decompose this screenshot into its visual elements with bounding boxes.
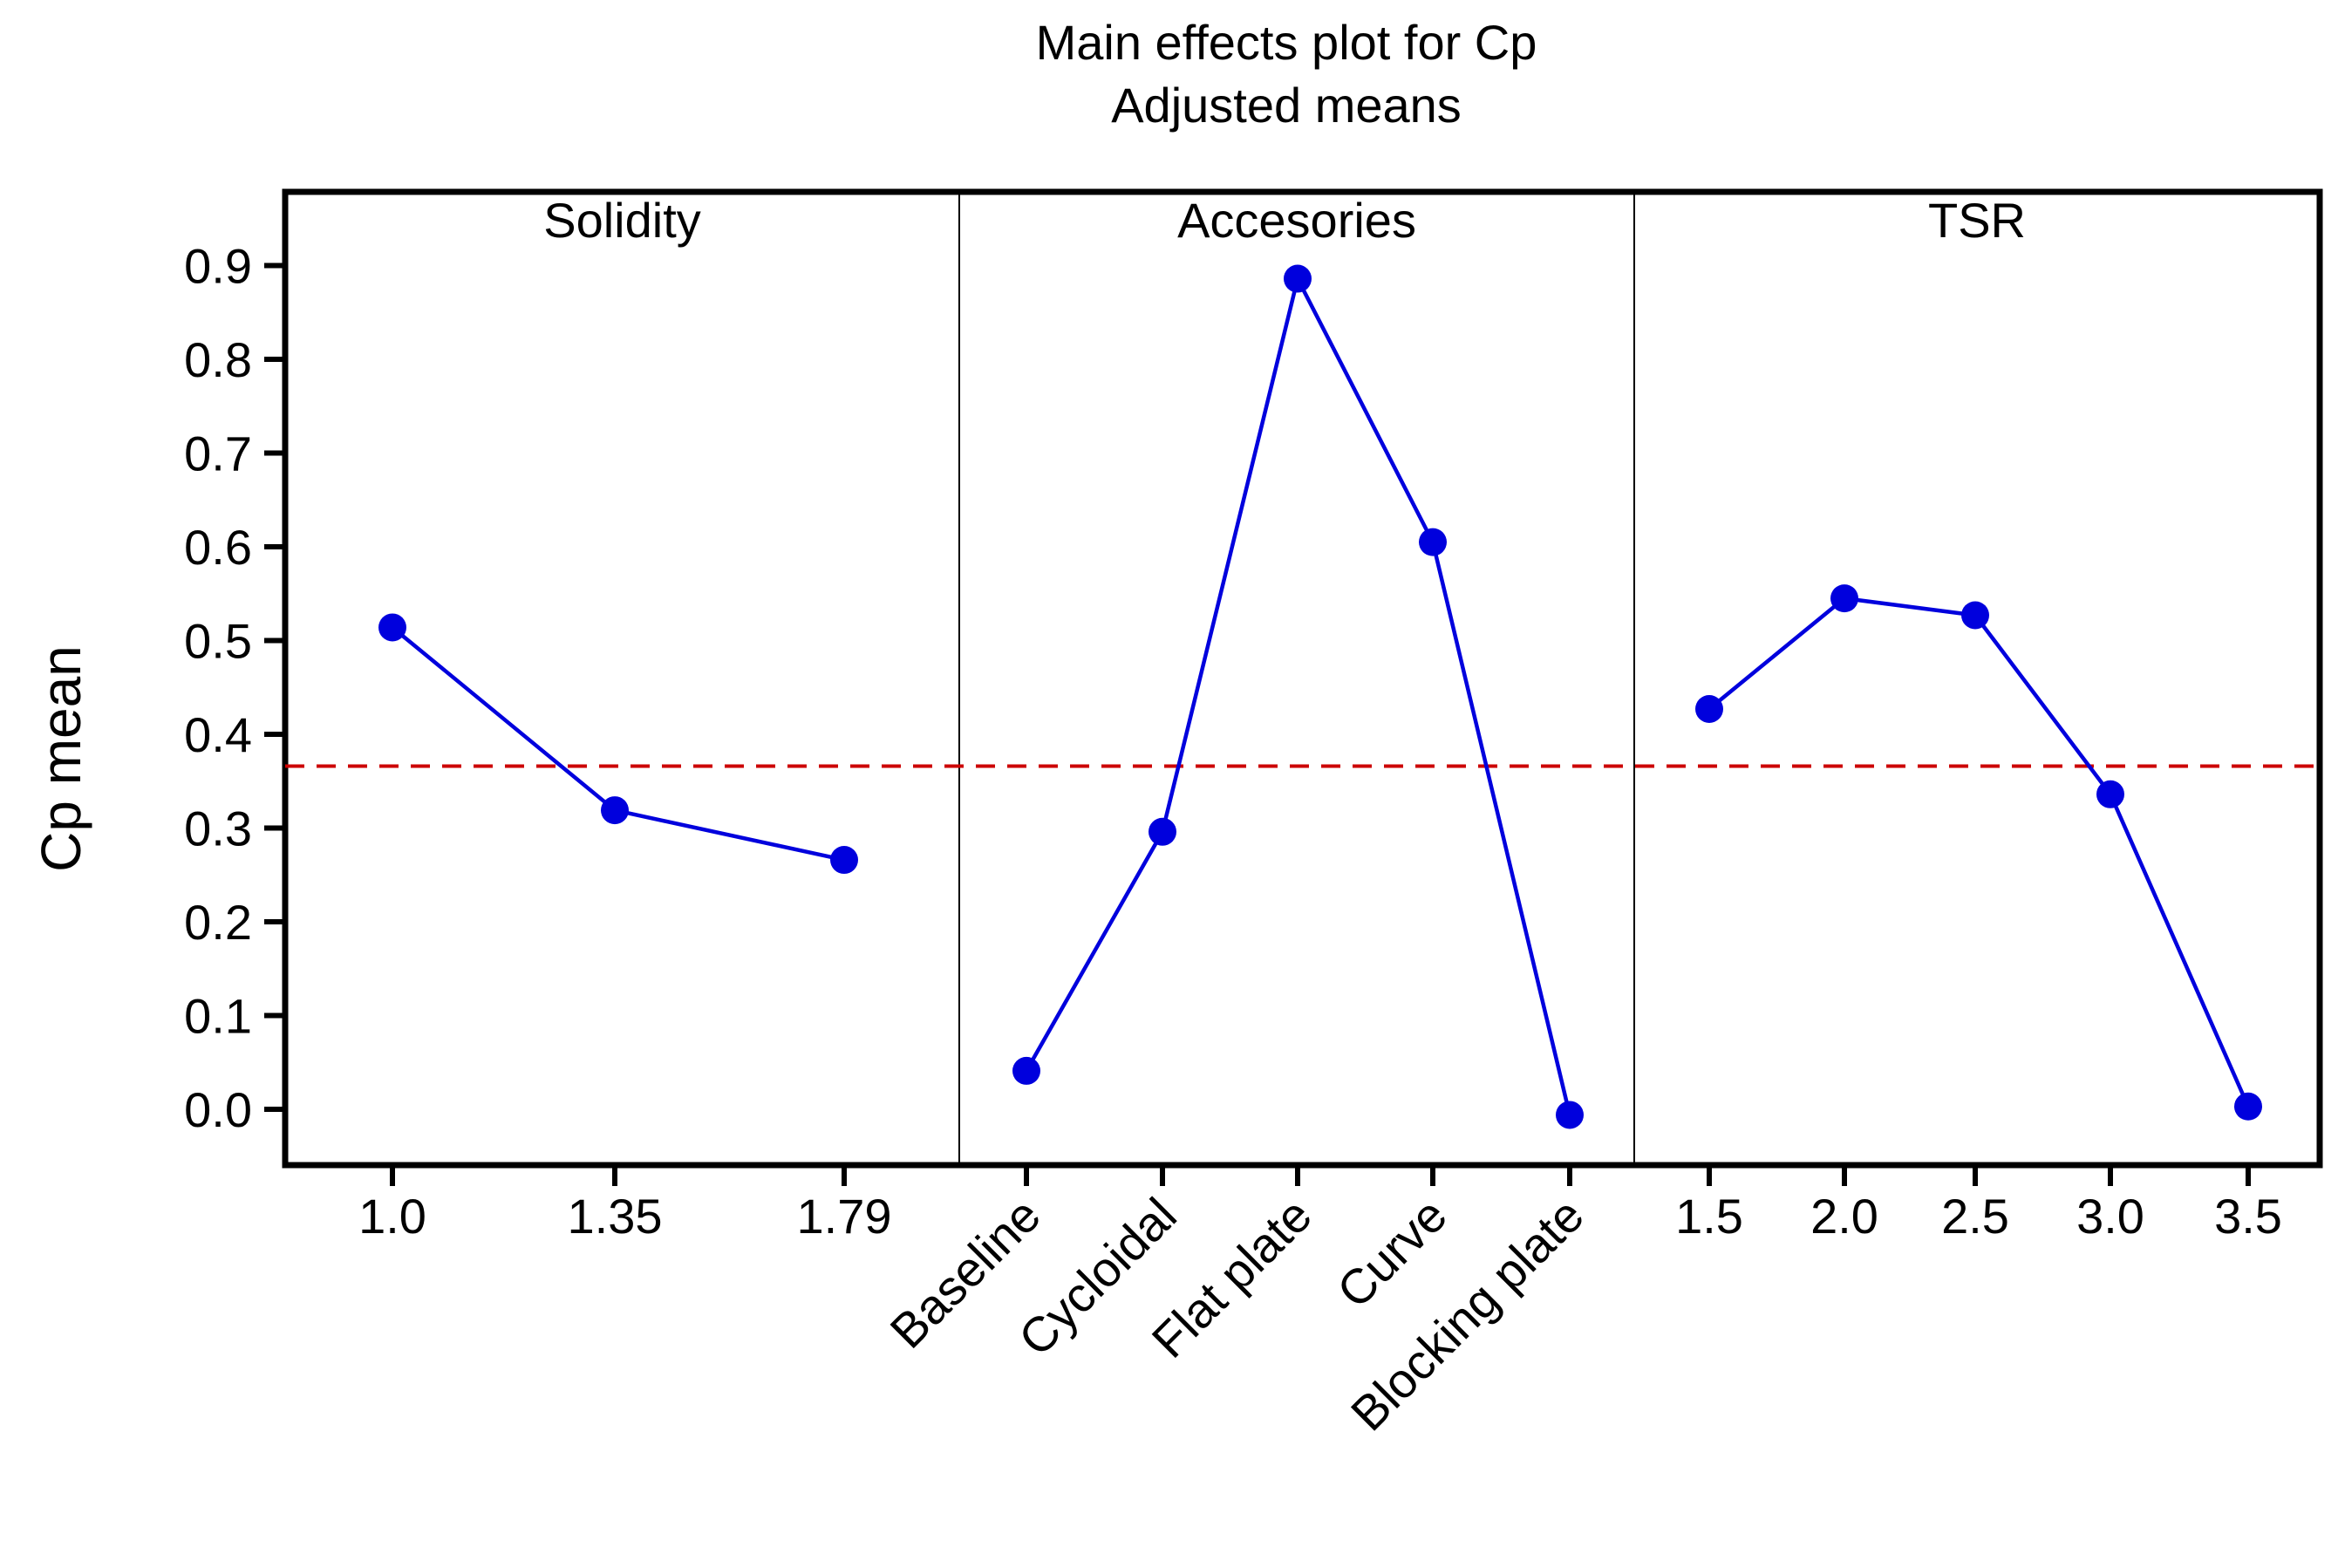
data-point bbox=[2234, 1092, 2262, 1121]
data-point bbox=[1149, 817, 1176, 846]
data-point bbox=[601, 796, 629, 825]
y-tick-label: 0.0 bbox=[184, 1082, 252, 1137]
panel-title: Solidity bbox=[543, 193, 701, 248]
y-tick-label: 0.6 bbox=[184, 520, 252, 575]
data-point bbox=[830, 846, 858, 875]
x-tick-label: 3.0 bbox=[2076, 1189, 2144, 1244]
data-point bbox=[1830, 584, 1858, 613]
x-tick-label: 1.0 bbox=[358, 1189, 426, 1244]
y-tick-label: 0.7 bbox=[184, 426, 252, 481]
x-tick-label: 1.35 bbox=[568, 1189, 663, 1244]
y-tick-label: 0.8 bbox=[184, 332, 252, 387]
y-tick-label: 0.4 bbox=[184, 707, 252, 762]
data-point bbox=[1695, 694, 1723, 723]
plot-area: 0.0 0.1 0.2 0.3 0.4 0.5 0.6 0.7 0.8 0.9 Solidity 1.… bbox=[184, 188, 2323, 1441]
x-tick-label: 2.5 bbox=[1941, 1189, 2009, 1244]
x-tick-label: 1.79 bbox=[797, 1189, 892, 1244]
y-tick-label: 0.5 bbox=[184, 614, 252, 669]
x-tick-label: 2.0 bbox=[1810, 1189, 1878, 1244]
chart-subtitle: Adjusted means bbox=[1111, 78, 1462, 133]
series-line-solidity bbox=[391, 625, 845, 862]
data-point bbox=[1012, 1056, 1040, 1085]
y-tick-label: 0.2 bbox=[184, 895, 252, 950]
data-point bbox=[1419, 528, 1447, 556]
x-tick-label: Curve bbox=[1326, 1187, 1457, 1318]
plot-frame bbox=[282, 188, 2323, 1169]
y-tick-label: 0.1 bbox=[184, 989, 252, 1044]
panel-title: TSR bbox=[1928, 193, 2026, 248]
data-point bbox=[1961, 601, 1989, 630]
y-tick-label: 0.9 bbox=[184, 239, 252, 294]
data-point bbox=[1284, 264, 1312, 293]
chart-title: Main effects plot for Cp bbox=[1036, 15, 1537, 70]
x-tick-label: 1.5 bbox=[1675, 1189, 1743, 1244]
series-line-tsr bbox=[1707, 596, 2251, 1108]
data-point bbox=[1556, 1101, 1584, 1129]
y-axis-label: Cp mean bbox=[30, 645, 92, 872]
x-tick-label: Blocking plate bbox=[1340, 1187, 1594, 1441]
panel-title: Accesories bbox=[1177, 193, 1416, 248]
y-tick-label: 0.3 bbox=[184, 801, 252, 856]
series-line-accesories bbox=[1025, 273, 1572, 1115]
data-point bbox=[378, 613, 406, 642]
x-tick-label: 3.5 bbox=[2214, 1189, 2282, 1244]
data-point bbox=[2096, 780, 2124, 808]
